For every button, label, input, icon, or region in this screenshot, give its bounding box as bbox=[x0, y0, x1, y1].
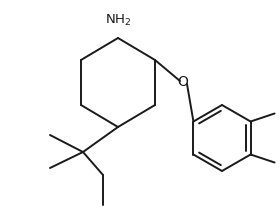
Text: O: O bbox=[178, 75, 188, 89]
Text: NH$_2$: NH$_2$ bbox=[105, 13, 131, 28]
